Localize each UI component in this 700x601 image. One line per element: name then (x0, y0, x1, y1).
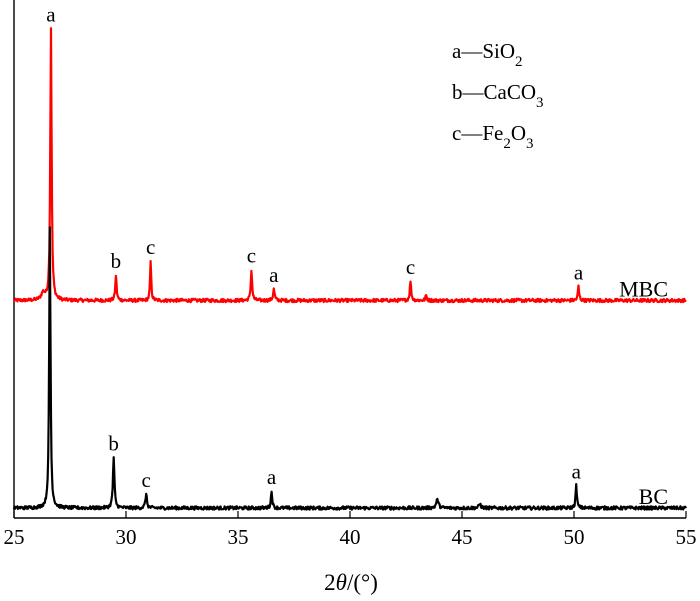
peak-label-mbc-1: b (111, 249, 122, 273)
legend-entry-1-part-1: 3 (536, 95, 544, 111)
legend-entry-2-part-1: 2 (503, 136, 511, 152)
x-tick-label-40: 40 (340, 525, 361, 549)
x-tick-label-55: 55 (676, 525, 697, 549)
peak-label-mbc-3: c (247, 244, 256, 268)
peak-label-bc-2: c (141, 468, 150, 492)
legend-entry-0-part-0: a—SiO (452, 39, 515, 63)
peak-label-mbc-5: c (406, 255, 415, 279)
x-axis-ticks: 25 30 35 40 45 50 55 (4, 511, 697, 549)
legend-entry-0: a—SiO2 (452, 39, 523, 70)
legend-entry-1: b—CaCO3 (452, 80, 544, 111)
peak-label-mbc-6: a (574, 260, 584, 284)
series-name-bc: BC (639, 484, 668, 509)
x-axis-label: 2θ/(°) (324, 570, 378, 595)
legend-entry-2-part-0: c—Fe (452, 121, 503, 145)
legend-entry-2: c—Fe2O3 (452, 121, 534, 152)
legend-entry-2-part-2: O (511, 121, 526, 145)
series-group (12, 27, 687, 511)
series-name-mbc: MBC (619, 276, 668, 301)
x-tick-label-25: 25 (4, 525, 25, 549)
x-tick-label-35: 35 (228, 525, 249, 549)
peak-label-mbc-4: a (269, 263, 279, 287)
peak-label-mbc-0: a (46, 2, 56, 26)
series-line-bc (12, 226, 687, 511)
x-axis-label-part-0: 2 (324, 570, 336, 595)
x-axis-label-part-2: /(°) (347, 570, 378, 595)
peak-label-mbc-2: c (146, 235, 155, 259)
peak-label-bc-3: a (267, 465, 277, 489)
x-tick-label-30: 30 (116, 525, 137, 549)
x-tick-label-50: 50 (564, 525, 585, 549)
x-tick-label-45: 45 (452, 525, 473, 549)
legend-entry-0-part-1: 2 (515, 54, 523, 70)
peak-label-bc-1: b (108, 432, 119, 456)
peak-label-bc-4: a (572, 460, 582, 484)
legend-entry-1-part-0: b—CaCO (452, 80, 536, 104)
legend-entry-2-part-3: 3 (526, 136, 534, 152)
x-axis-label-part-1: θ (336, 570, 347, 595)
series-line-mbc (13, 27, 687, 304)
